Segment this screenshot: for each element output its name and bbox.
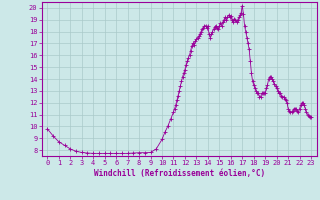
X-axis label: Windchill (Refroidissement éolien,°C): Windchill (Refroidissement éolien,°C) <box>94 169 265 178</box>
